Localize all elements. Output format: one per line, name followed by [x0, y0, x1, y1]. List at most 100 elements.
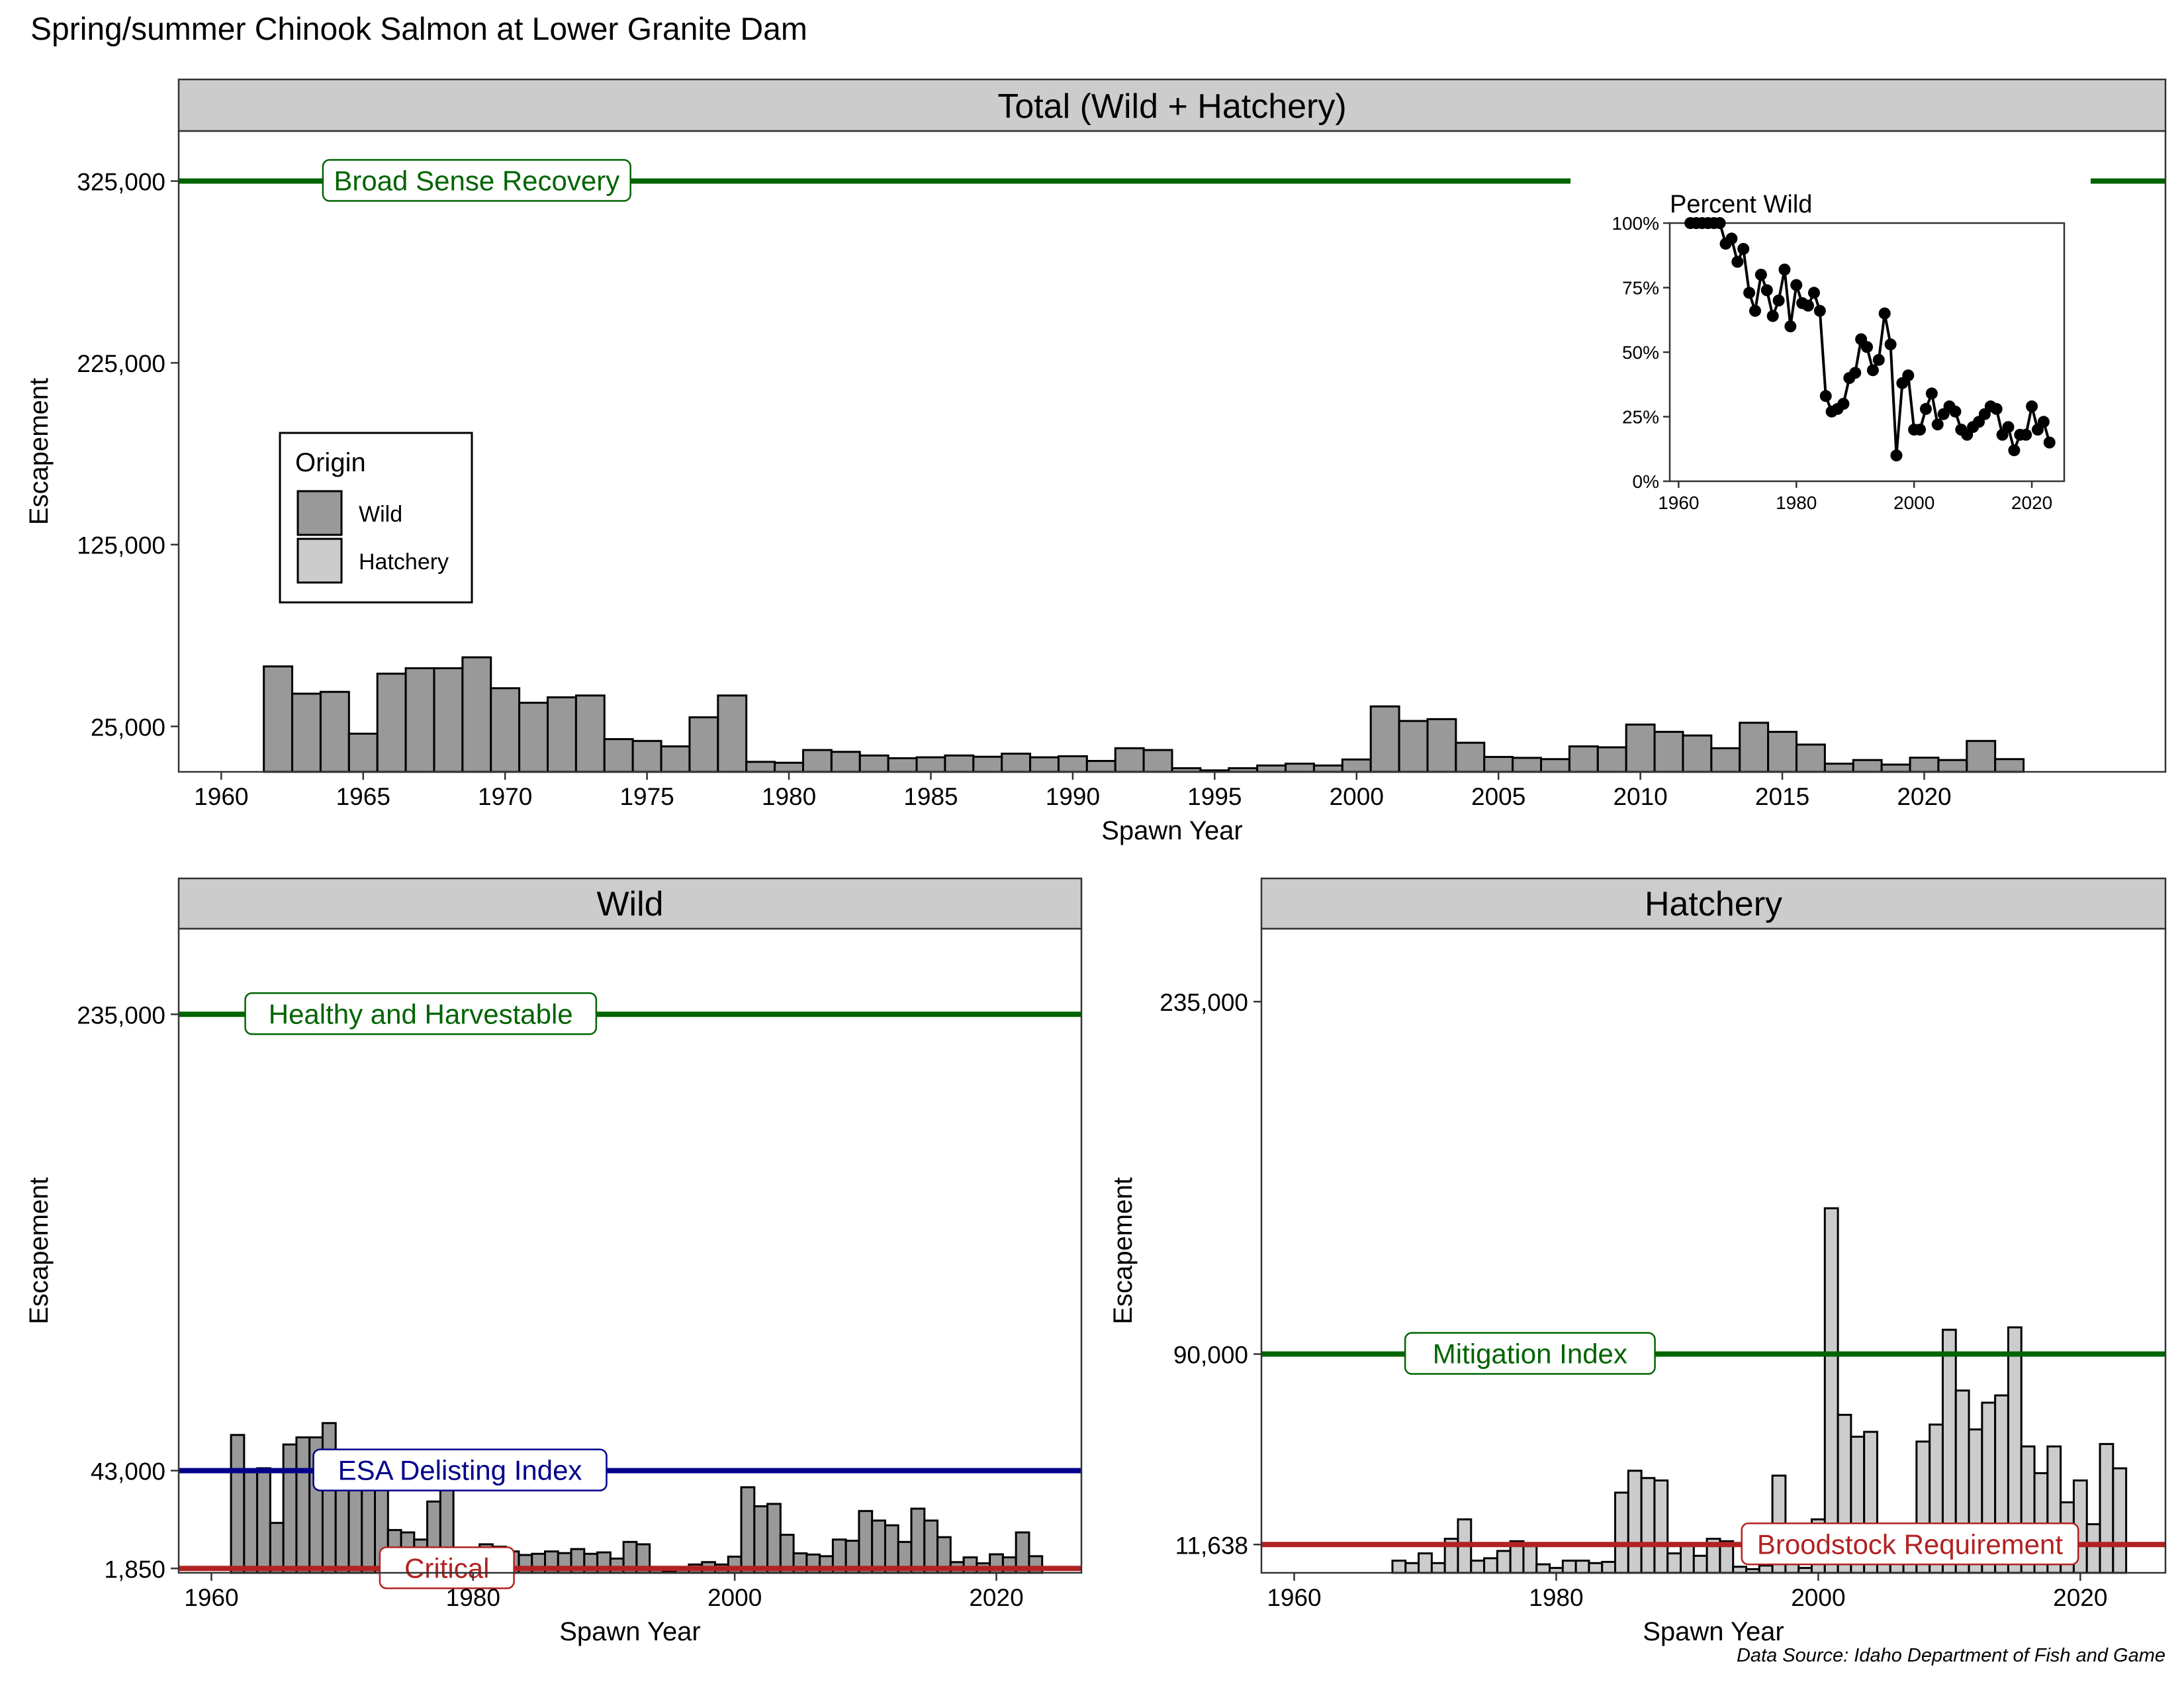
y-axis-title-wild: Escapement — [24, 1177, 54, 1324]
inset-y-tick-label-4: 100% — [1612, 213, 1659, 234]
inset-point-1980 — [1790, 279, 1803, 291]
bar-wild-2011 — [1653, 731, 1684, 773]
y-tick-label-wild-0: 1,850 — [104, 1556, 165, 1583]
inset-point-1983 — [1807, 287, 1820, 299]
reference-label-box-wild-2 — [379, 1546, 515, 1589]
y-tick-label-hatchery-2: 235,000 — [1160, 989, 1248, 1016]
bar-wild-1993 — [1142, 749, 1173, 773]
y-tick-label-total-2: 225,000 — [77, 350, 165, 377]
inset-point-1974 — [1754, 269, 1767, 281]
bar-wild-2017 — [1823, 763, 1854, 773]
bar-wild-1973 — [574, 694, 606, 773]
y-tick-label-wild-2: 235,000 — [77, 1002, 165, 1029]
inset-point-2001 — [1914, 424, 1927, 436]
bar-hatchery-1986 — [1627, 1470, 1643, 1574]
panel-border-hatchery — [1260, 927, 2167, 1574]
inset-point-1979 — [1784, 320, 1797, 332]
inset-point-1970 — [1731, 256, 1744, 268]
bar-wild-2016 — [1795, 743, 1826, 773]
bar-hatchery-1987 — [1640, 1477, 1656, 1574]
x-tick-label-total-10: 2010 — [1613, 783, 1667, 810]
inset-point-1997 — [1890, 449, 1903, 461]
bar-hatchery-1971 — [1430, 1562, 1446, 1574]
y-tick-label-total-0: 25,000 — [91, 714, 165, 741]
bar-wild-2011 — [871, 1519, 886, 1574]
strip-label-hatchery: Hatchery — [1645, 885, 1782, 923]
inset-x-tick-label-3: 2020 — [2011, 492, 2052, 513]
inset-point-1977 — [1772, 295, 1785, 306]
bar-hatchery-1989 — [1666, 1552, 1682, 1574]
bar-wild-1967 — [295, 1436, 311, 1574]
bar-wild-2008 — [1568, 745, 1599, 773]
bar-wild-1980 — [774, 761, 804, 773]
panel-border-wild — [177, 927, 1083, 1574]
bar-wild-1963 — [243, 1470, 259, 1574]
x-tick-label-hatchery-3: 2020 — [2053, 1584, 2107, 1611]
bar-wild-2019 — [1880, 763, 1911, 773]
bar-wild-1972 — [547, 696, 577, 773]
inset-y-tick-label-0: 0% — [1633, 471, 1659, 492]
bar-hatchery-2021 — [2085, 1523, 2101, 1574]
bar-wild-1985 — [915, 756, 946, 773]
reference-label-wild-1: ESA Delisting Index — [338, 1455, 582, 1486]
inset-point-1994 — [1872, 353, 1885, 366]
bar-wild-2001 — [740, 1486, 756, 1574]
bar-hatchery-1994 — [1732, 1566, 1747, 1574]
inset-x-tick-label-1: 1980 — [1776, 492, 1817, 513]
reference-label-wild-2: Critical — [404, 1552, 489, 1583]
x-tick-label-hatchery-2: 2000 — [1791, 1584, 1845, 1611]
bar-wild-1998 — [1285, 763, 1315, 773]
figure-title: Spring/summer Chinook Salmon at Lower Gr… — [30, 12, 807, 47]
x-tick-label-total-1: 1965 — [336, 783, 390, 810]
y-axis-title-total: Escapement — [24, 378, 54, 525]
bar-wild-2007 — [1540, 758, 1570, 773]
bar-wild-2010 — [1625, 724, 1656, 773]
bar-wild-1981 — [801, 749, 833, 773]
bar-wild-1968 — [433, 667, 464, 773]
bar-hatchery-2001 — [1823, 1207, 1839, 1574]
bar-hatchery-1984 — [1601, 1560, 1617, 1574]
legend-label-hatchery: Hatchery — [359, 549, 449, 575]
bar-wild-2018 — [1852, 759, 1883, 773]
bar-hatchery-1985 — [1614, 1491, 1629, 1574]
bar-hatchery-1968 — [1391, 1560, 1407, 1574]
bar-hatchery-1990 — [1680, 1542, 1695, 1574]
bar-wild-1988 — [1001, 753, 1032, 773]
bar-wild-2002 — [1398, 720, 1429, 773]
inset-point-1982 — [1802, 299, 1815, 312]
panel-wild: Wild Healthy and Harvestable ESA Delisting… — [24, 877, 1083, 1646]
inset-point-1978 — [1778, 263, 1791, 276]
x-axis-title-total: Spawn Year — [1101, 816, 1243, 845]
x-tick-label-total-6: 1990 — [1046, 783, 1100, 810]
bar-hatchery-1982 — [1574, 1560, 1590, 1574]
inset-point-1972 — [1743, 287, 1756, 299]
x-tick-label-hatchery-1: 1980 — [1529, 1584, 1583, 1611]
bars-total — [263, 656, 2025, 773]
bar-wild-1969 — [461, 656, 492, 773]
bar-wild-2001 — [1369, 705, 1400, 773]
data-source-caption: Data Source: Idaho Department of Fish an… — [1737, 1645, 2165, 1666]
inset-point-2019 — [2020, 428, 2032, 441]
reference-label-hatchery-0: Mitigation Index — [1433, 1338, 1627, 1370]
inset-point-2014 — [1990, 402, 2003, 415]
bar-wild-1962 — [230, 1434, 246, 1574]
bar-hatchery-2022 — [2099, 1442, 2115, 1574]
bar-wild-1963 — [291, 692, 322, 773]
x-tick-label-total-8: 2000 — [1330, 783, 1384, 810]
reference-label-box-wild-0 — [244, 992, 598, 1035]
inset-point-1990 — [1849, 367, 1862, 379]
strip-hatchery — [1260, 877, 2167, 930]
x-tick-label-wild-1: 1980 — [446, 1584, 500, 1611]
bar-hatchery-1975 — [1483, 1557, 1498, 1574]
bar-wild-1971 — [518, 702, 549, 773]
bar-wild-2022 — [1966, 739, 1997, 773]
reference-label-total-0: Broad Sense Recovery — [334, 165, 619, 197]
inset-point-2002 — [1919, 402, 1932, 415]
y-tick-label-wild-1: 43,000 — [91, 1458, 165, 1485]
inset-point-1988 — [1837, 398, 1850, 410]
x-tick-label-total-2: 1970 — [478, 783, 532, 810]
bar-hatchery-1983 — [1588, 1562, 1604, 1574]
bar-wild-2020 — [1909, 757, 1940, 773]
bar-wild-2014 — [1739, 722, 1770, 773]
